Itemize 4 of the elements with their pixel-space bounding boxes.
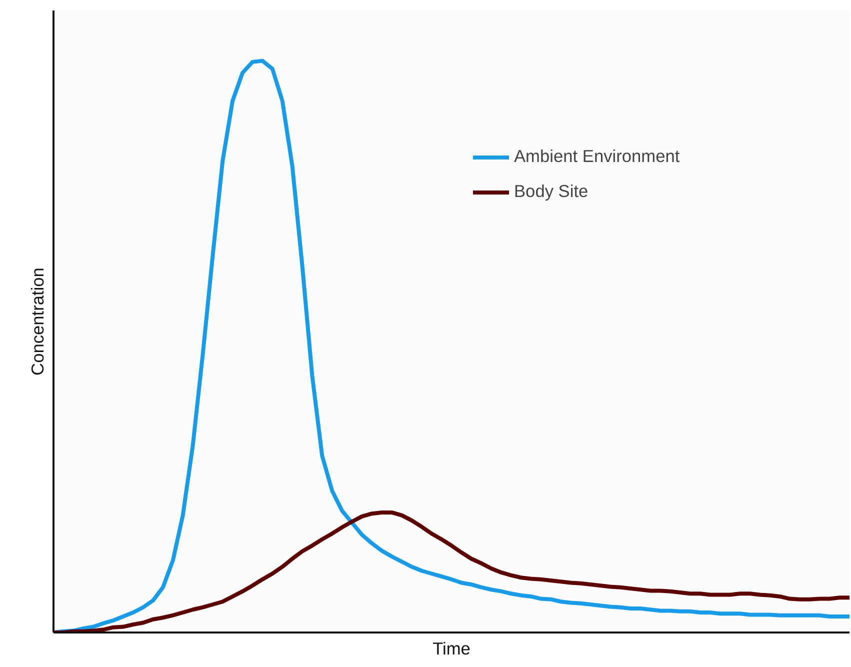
legend-label: Body Site <box>514 181 588 202</box>
x-axis-title: Time <box>432 638 470 658</box>
y-axis-title: Concentration <box>28 268 48 376</box>
legend-label: Ambient Environment <box>514 146 680 167</box>
